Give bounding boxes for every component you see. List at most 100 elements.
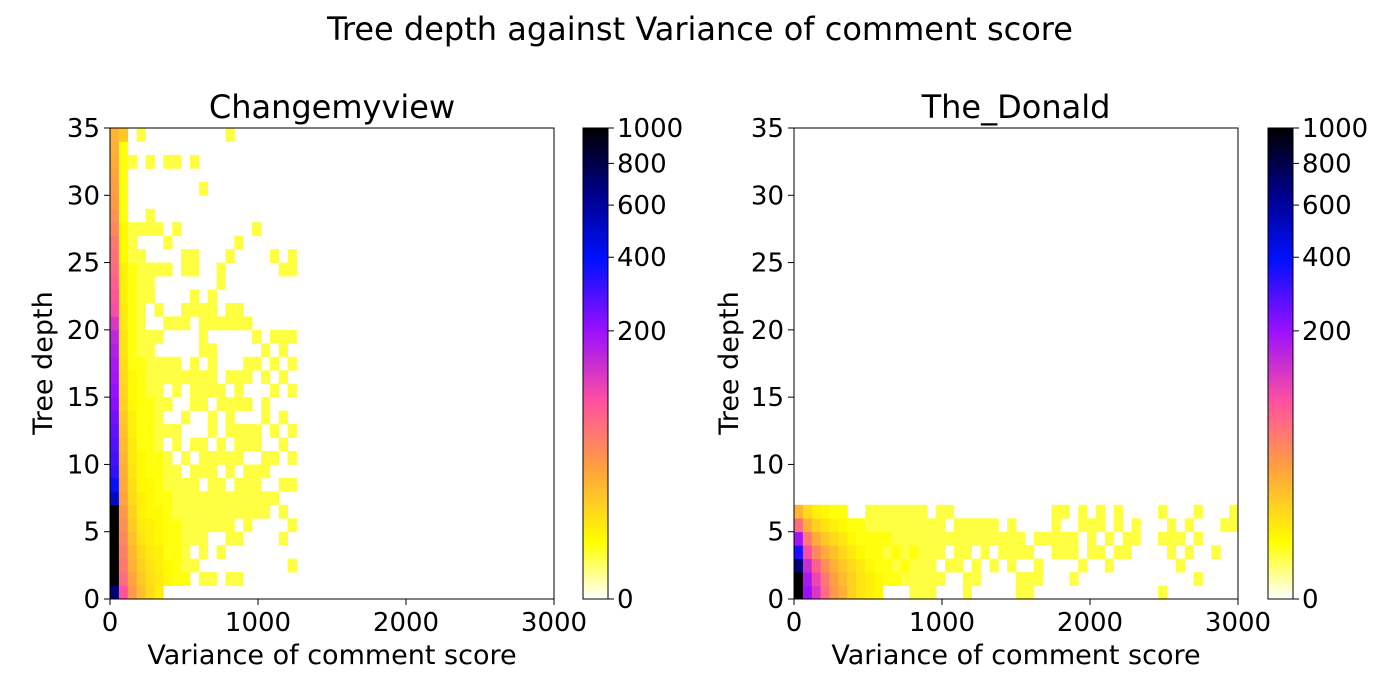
heatmap-cell bbox=[110, 437, 120, 452]
heatmap-cell bbox=[207, 518, 217, 533]
x-axis: 0 1000 2000 3000 bbox=[786, 599, 1271, 638]
heatmap-cell bbox=[1087, 545, 1097, 560]
heatmap-cell bbox=[1051, 504, 1061, 519]
heatmap-cell bbox=[909, 585, 919, 600]
heatmap-cell bbox=[225, 572, 235, 586]
heatmap-cell bbox=[882, 518, 893, 533]
heatmap-cell bbox=[873, 504, 884, 519]
heatmap-cell bbox=[838, 558, 848, 573]
heatmap-cell bbox=[936, 545, 946, 560]
heatmap-cell bbox=[278, 531, 288, 546]
colorbar-tick-label: 600 bbox=[1302, 191, 1352, 221]
heatmap-cell bbox=[127, 262, 138, 277]
heatmap-cell bbox=[1069, 531, 1079, 546]
heatmap-cell bbox=[1078, 504, 1088, 519]
heatmap-cell bbox=[118, 168, 129, 183]
colorbar: 0 200 400 600 800 1000 bbox=[1267, 114, 1368, 615]
heatmap-cell bbox=[136, 585, 146, 600]
heatmap-cell bbox=[216, 316, 226, 331]
heatmap-cell bbox=[110, 397, 120, 411]
heatmap-cell bbox=[918, 558, 928, 573]
heatmap-cell bbox=[118, 329, 129, 344]
heatmap-cell bbox=[1235, 518, 1239, 533]
y-tick-label: 30 bbox=[67, 181, 100, 211]
heatmap-cell bbox=[287, 262, 297, 277]
heatmap-cell bbox=[127, 477, 138, 492]
heatmap-cell bbox=[243, 356, 253, 371]
heatmap-cell bbox=[927, 545, 937, 560]
heatmap-cell bbox=[1024, 572, 1035, 586]
heatmap-cell bbox=[802, 585, 813, 600]
heatmap-cell bbox=[1175, 531, 1186, 546]
heatmap-cell bbox=[118, 464, 129, 479]
heatmap-cell bbox=[243, 316, 253, 331]
heatmap-cell bbox=[154, 410, 164, 425]
heatmap-cell bbox=[865, 585, 875, 600]
heatmap-cell bbox=[127, 222, 138, 237]
colorbar-tick-label: 400 bbox=[617, 243, 667, 273]
heatmap-cell bbox=[118, 504, 129, 519]
heatmap-cell bbox=[163, 154, 173, 169]
heatmap-cell bbox=[136, 289, 146, 304]
heatmap-cell bbox=[1122, 545, 1132, 560]
heatmap-cell bbox=[962, 545, 972, 560]
heatmap-cell bbox=[225, 128, 235, 142]
heatmap-cell bbox=[856, 585, 866, 600]
heatmap-cell bbox=[873, 558, 884, 573]
heatmap-cell bbox=[127, 464, 138, 479]
heatmap-cell bbox=[927, 558, 937, 573]
heatmap-cell bbox=[802, 518, 813, 533]
heatmap-cell bbox=[234, 370, 244, 385]
heatmap-cell bbox=[216, 545, 226, 560]
heatmap-cell bbox=[953, 558, 964, 573]
heatmap-cell bbox=[856, 531, 866, 546]
heatmap-cell bbox=[136, 545, 146, 560]
heatmap-cell bbox=[110, 195, 120, 210]
heatmap-cell bbox=[172, 154, 182, 169]
heatmap-cell bbox=[802, 531, 813, 546]
colorbar-ticks: 0 200 400 600 800 1000 bbox=[1293, 114, 1368, 615]
heatmap-cell bbox=[163, 370, 173, 385]
heatmap-cell bbox=[172, 491, 182, 506]
heatmap-cell bbox=[918, 545, 928, 560]
colorbar-tick-label: 0 bbox=[1302, 585, 1319, 615]
heatmap-cell bbox=[260, 370, 271, 385]
heatmap-cell bbox=[252, 437, 262, 452]
heatmap-cell bbox=[181, 491, 191, 506]
heatmap-cell bbox=[181, 450, 191, 465]
heatmap-cell bbox=[172, 518, 182, 533]
heatmap-cell bbox=[163, 450, 173, 465]
heatmap-cell bbox=[118, 450, 129, 465]
heatmap-cell bbox=[252, 491, 262, 506]
heatmap-cell bbox=[136, 491, 146, 506]
heatmap-cell bbox=[260, 464, 271, 479]
heatmap-cell bbox=[216, 437, 226, 452]
heatmap-cell bbox=[909, 558, 919, 573]
heatmap-cell bbox=[243, 491, 253, 506]
heatmap-cell bbox=[1016, 545, 1026, 560]
heatmap-cell bbox=[953, 518, 964, 533]
heatmap-cell bbox=[243, 477, 253, 492]
heatmap-cell bbox=[145, 424, 155, 438]
heatmap-cell bbox=[243, 370, 253, 385]
heatmap-cell bbox=[278, 477, 288, 492]
heatmap-cell bbox=[953, 545, 964, 560]
heatmap-cell bbox=[198, 504, 209, 519]
heatmap-cell bbox=[154, 329, 164, 344]
heatmap-cell bbox=[181, 504, 191, 519]
heatmap-cell bbox=[269, 249, 280, 263]
heatmap-cell bbox=[962, 531, 972, 546]
heatmap-cell bbox=[856, 518, 866, 533]
heatmap-cell bbox=[900, 545, 910, 560]
heatmap-cell bbox=[287, 383, 297, 398]
heatmap-cell bbox=[136, 424, 146, 438]
heatmap-cell bbox=[136, 316, 146, 331]
heatmap-cell bbox=[234, 504, 244, 519]
colorbar-tick-label: 800 bbox=[1302, 149, 1352, 179]
heatmap-cell bbox=[181, 558, 191, 573]
heatmap-cell bbox=[1220, 518, 1230, 533]
heatmap-cell bbox=[927, 518, 937, 533]
heatmap-cell bbox=[145, 545, 155, 560]
heatmap-cell bbox=[110, 491, 120, 506]
